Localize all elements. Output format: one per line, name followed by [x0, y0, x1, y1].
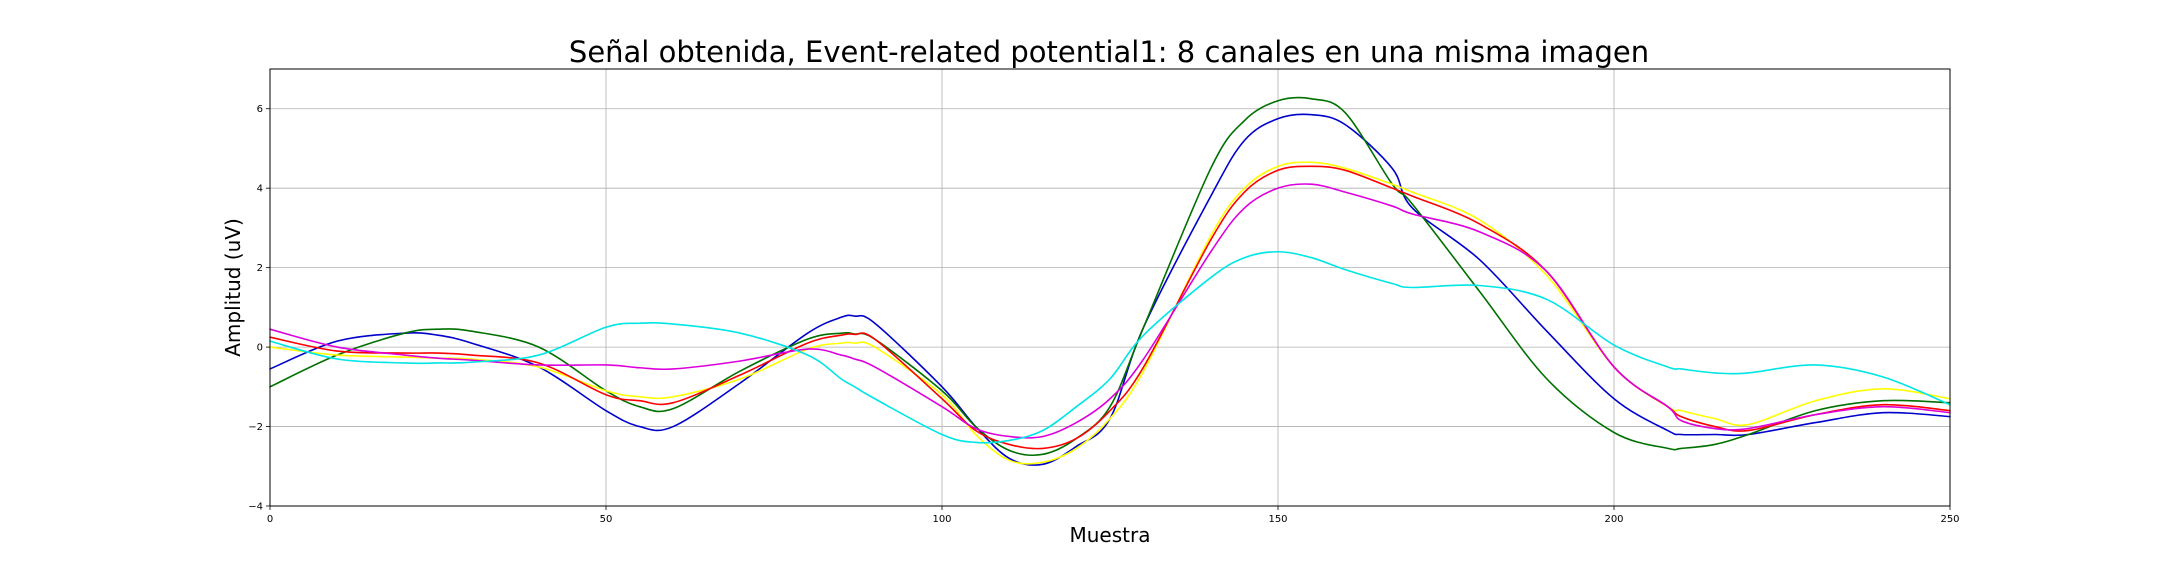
x-tick-label: 250 [1940, 514, 1959, 525]
axis-ticks: 0 50 100 150 200 250 −4 −2 0 2 4 6 [248, 104, 1959, 525]
x-tick-label: 0 [267, 514, 273, 525]
y-tick-label: 4 [257, 184, 263, 195]
y-tick-label: 2 [257, 263, 263, 274]
x-tick-label: 50 [600, 514, 613, 525]
series-line-1 [269, 113, 1951, 466]
series-line-2 [269, 96, 1951, 457]
series-line-3 [269, 161, 1951, 465]
x-tick-label: 150 [1268, 514, 1287, 525]
y-tick-label: 0 [257, 343, 263, 354]
x-axis-label: Muestra [1070, 523, 1151, 547]
grid [269, 69, 1951, 507]
chart-title: Señal obtenida, Event-related potential1… [569, 35, 1649, 69]
y-tick-label: −2 [248, 422, 263, 433]
plot-frame [269, 68, 1951, 507]
x-tick-label: 200 [1604, 514, 1623, 525]
series-line-5 [269, 183, 1951, 439]
y-tick-label: 6 [257, 104, 263, 115]
series-line-6 [269, 250, 1951, 444]
series-group [269, 96, 1951, 466]
y-tick-label: −4 [248, 502, 263, 513]
y-axis-label: Amplitud (uV) [221, 218, 245, 357]
x-tick-label: 100 [932, 514, 951, 525]
